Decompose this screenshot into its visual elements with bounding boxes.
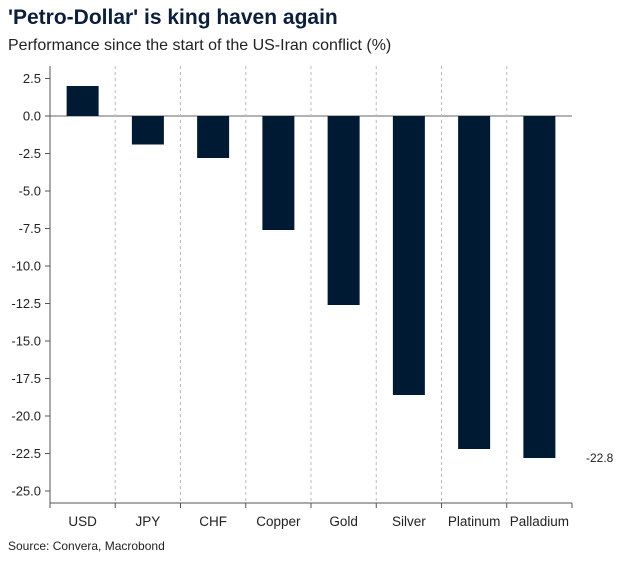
bar-palladium	[523, 116, 556, 458]
data-label-palladium: -22.8	[586, 451, 614, 465]
x-tick-label: Copper	[256, 514, 301, 529]
x-tick-label: Platinum	[448, 514, 501, 529]
bar-gold	[327, 116, 360, 305]
chart-title: 'Petro-Dollar' is king haven again	[8, 6, 338, 29]
y-tick-label: -17.5	[11, 371, 41, 386]
y-tick-label: -22.5	[11, 446, 41, 461]
y-tick-label: -15.0	[11, 334, 41, 349]
bar-jpy	[131, 116, 164, 145]
y-tick-label: -10.0	[11, 259, 41, 274]
bar-silver	[392, 116, 425, 395]
source-note: Source: Convera, Macrobond	[8, 539, 165, 553]
chart-subtitle: Performance since the start of the US-Ir…	[8, 37, 392, 54]
bar-usd	[66, 86, 99, 116]
y-tick-label: -7.5	[19, 221, 41, 236]
bar-copper	[262, 116, 295, 230]
x-tick-label: Silver	[392, 514, 426, 529]
x-tick-label: CHF	[199, 514, 227, 529]
y-tick-label: -25.0	[11, 484, 41, 499]
x-tick-label: USD	[68, 514, 97, 529]
x-tick-label: JPY	[135, 514, 160, 529]
y-tick-label: 2.5	[23, 71, 41, 86]
y-tick-label: -12.5	[11, 296, 41, 311]
x-tick-label: Palladium	[510, 514, 569, 529]
y-tick-label: -2.5	[19, 146, 41, 161]
bar-platinum	[458, 116, 491, 449]
x-tick-label: Gold	[329, 514, 358, 529]
y-tick-label: 0.0	[23, 109, 41, 124]
y-tick-label: -5.0	[19, 184, 41, 199]
bar-chf	[197, 116, 230, 158]
y-tick-label: -20.0	[11, 409, 41, 424]
